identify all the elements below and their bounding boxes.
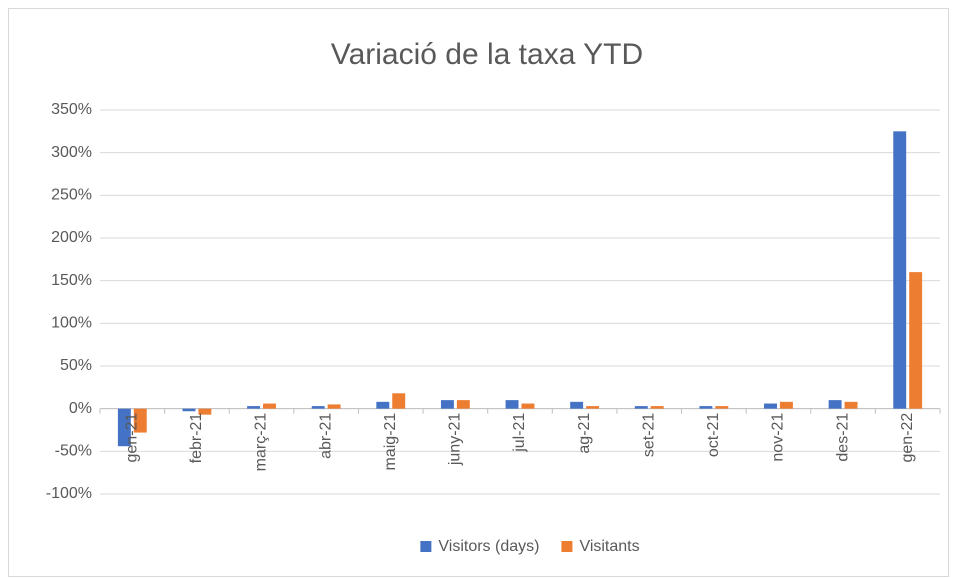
bar — [715, 406, 729, 409]
x-tick-label: gen-22 — [899, 413, 916, 463]
chart-title: Variació de la taxa YTD — [331, 38, 643, 71]
y-tick-label: 100% — [51, 315, 92, 332]
bar — [505, 400, 519, 409]
bar — [133, 408, 147, 433]
bar — [699, 406, 713, 409]
bar — [198, 408, 212, 415]
legend-swatch — [561, 541, 573, 552]
legend-label: Visitors (days) — [438, 538, 539, 555]
bar — [376, 401, 390, 409]
x-tick-label: abr-21 — [317, 413, 334, 459]
bar — [586, 406, 600, 409]
x-tick-label: nov-21 — [770, 413, 787, 462]
legend-label: Visitants — [579, 538, 639, 555]
y-tick-label: -100% — [46, 485, 92, 502]
x-tick-label: ag-21 — [576, 413, 593, 454]
bar — [311, 406, 325, 409]
x-tick-label: març-21 — [253, 413, 270, 472]
x-tick-label: maig-21 — [382, 413, 399, 471]
bar — [650, 406, 664, 409]
x-tick-label: des-21 — [834, 413, 851, 462]
y-tick-label: 150% — [51, 272, 92, 289]
legend-swatch — [420, 541, 432, 552]
x-tick-label: jul-21 — [511, 413, 528, 453]
bar — [327, 404, 341, 409]
bar — [456, 400, 470, 409]
y-tick-label: 350% — [51, 101, 92, 118]
y-tick-label: 250% — [51, 187, 92, 204]
bar — [117, 408, 131, 447]
y-tick-label: 200% — [51, 229, 92, 246]
y-tick-label: 0% — [69, 400, 92, 417]
y-tick-label: 50% — [60, 357, 92, 374]
x-tick-label: gen-21 — [124, 413, 141, 463]
bar — [893, 131, 907, 409]
x-tick-label: set-21 — [640, 413, 657, 458]
bar — [764, 403, 777, 409]
bar — [570, 401, 584, 409]
bar — [263, 403, 276, 409]
bar — [909, 272, 923, 409]
bar — [182, 408, 196, 412]
bar — [828, 400, 842, 409]
x-tick-label: febr-21 — [188, 413, 205, 464]
bar — [521, 403, 535, 409]
bar — [779, 401, 793, 409]
x-tick-label: juny-21 — [447, 413, 464, 467]
bar — [392, 393, 406, 409]
legend: Visitors (days) Visitants — [420, 538, 640, 555]
bar — [247, 406, 261, 409]
y-tick-label: -50% — [55, 443, 92, 460]
chart-border — [8, 8, 949, 577]
bar — [844, 401, 858, 409]
bar — [440, 400, 454, 409]
y-tick-label: 300% — [51, 144, 92, 161]
x-tick-label: oct-21 — [705, 413, 722, 458]
bar — [634, 406, 648, 409]
